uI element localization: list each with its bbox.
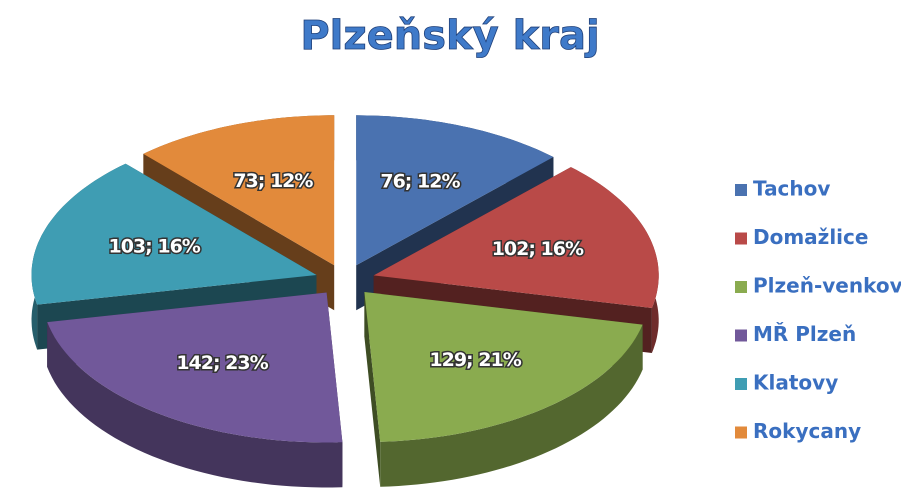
legend-label: Domažlice — [753, 225, 868, 249]
legend-label: Klatovy — [753, 371, 838, 395]
legend-swatch — [735, 232, 747, 245]
chart-title: Plzeňský kraj — [300, 13, 599, 59]
legend-swatch — [735, 281, 747, 293]
data-label: 129; 21% — [429, 349, 521, 371]
slice — [47, 292, 343, 443]
legend-label: Plzeň-venkov — [753, 274, 901, 298]
data-label: 73; 12% — [233, 170, 313, 192]
data-label: 103; 16% — [108, 235, 200, 257]
slice — [143, 115, 335, 266]
slice-side — [364, 292, 381, 487]
legend-label: MŘ Plzeň — [753, 322, 856, 346]
legend-label: Tachov — [753, 177, 830, 201]
legend-swatch — [735, 184, 747, 196]
slice — [31, 163, 317, 305]
slice — [373, 167, 659, 308]
slice — [356, 115, 554, 266]
slice — [364, 292, 643, 442]
slice-side — [380, 324, 643, 487]
slice-side — [47, 322, 343, 488]
data-label: 142; 23% — [176, 352, 268, 374]
legend-label: Rokycany — [753, 419, 861, 443]
legend-swatch — [735, 426, 747, 439]
data-label: 76; 12% — [380, 170, 460, 192]
data-label: 102; 16% — [492, 238, 584, 260]
legend-swatch — [735, 378, 747, 390]
legend-swatch — [735, 329, 747, 342]
